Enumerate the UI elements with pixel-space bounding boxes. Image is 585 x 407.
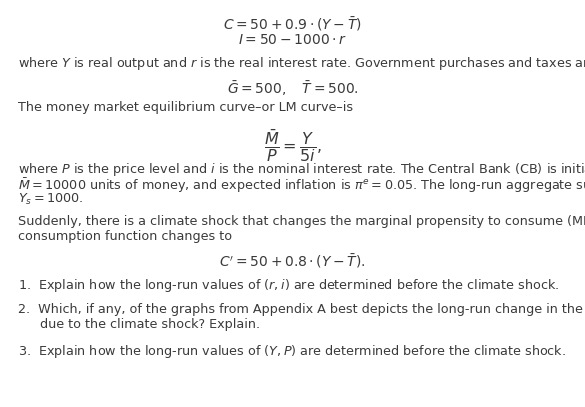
Text: due to the climate shock? Explain.: due to the climate shock? Explain. (40, 318, 260, 331)
Text: consumption function changes to: consumption function changes to (18, 230, 232, 243)
Text: $C = 50 + 0.9 \cdot (Y - \bar{T})$: $C = 50 + 0.9 \cdot (Y - \bar{T})$ (223, 15, 362, 33)
Text: $\dfrac{\bar{M}}{P} = \dfrac{Y}{5i},$: $\dfrac{\bar{M}}{P} = \dfrac{Y}{5i},$ (264, 128, 321, 164)
Text: where $P$ is the price level and $i$ is the nominal interest rate. The Central B: where $P$ is the price level and $i$ is … (18, 161, 585, 178)
Text: where $Y$ is real output and $r$ is the real interest rate. Government purchases: where $Y$ is real output and $r$ is the … (18, 55, 585, 72)
Text: $\bar{M} = 10000$ units of money, and expected inflation is $\pi^e = 0.05$. The : $\bar{M} = 10000$ units of money, and ex… (18, 176, 585, 195)
Text: 3.  Explain how the long-run values of $(Y, P)$ are determined before the climat: 3. Explain how the long-run values of $(… (18, 343, 566, 360)
Text: $C' = 50 + 0.8 \cdot (Y - \bar{T}).$: $C' = 50 + 0.8 \cdot (Y - \bar{T}).$ (219, 252, 366, 270)
Text: Suddenly, there is a climate shock that changes the marginal propensity to consu: Suddenly, there is a climate shock that … (18, 215, 585, 228)
Text: $Y_s = 1000.$: $Y_s = 1000.$ (18, 192, 83, 207)
Text: $\bar{G} = 500, \quad \bar{T} = 500.$: $\bar{G} = 500, \quad \bar{T} = 500.$ (226, 79, 359, 98)
Text: 1.  Explain how the long-run values of $(r, i)$ are determined before the climat: 1. Explain how the long-run values of $(… (18, 277, 559, 294)
Text: The money market equilibrium curve–or LM curve–is: The money market equilibrium curve–or LM… (18, 101, 353, 114)
Text: 2.  Which, if any, of the graphs from Appendix A best depicts the long-run chang: 2. Which, if any, of the graphs from App… (18, 303, 585, 316)
Text: $I = 50 - 1000 \cdot r$: $I = 50 - 1000 \cdot r$ (238, 33, 347, 46)
